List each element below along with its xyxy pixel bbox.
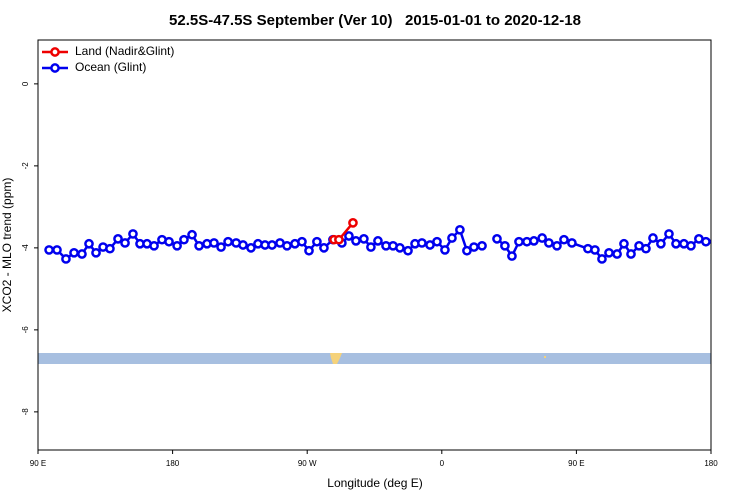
point — [267, 240, 277, 250]
point — [604, 247, 614, 258]
series — [44, 224, 711, 264]
point — [597, 254, 607, 264]
point — [462, 245, 472, 256]
point — [209, 238, 219, 248]
point — [366, 242, 376, 252]
legend-marker — [50, 63, 60, 73]
point — [648, 233, 658, 243]
legend-label: Ocean (Glint) — [75, 60, 146, 74]
point — [105, 243, 115, 254]
point — [344, 231, 354, 241]
point — [403, 245, 413, 256]
point — [128, 229, 138, 239]
land-patch — [330, 353, 342, 364]
point — [537, 233, 548, 243]
point — [612, 249, 622, 259]
point — [619, 238, 629, 249]
point — [113, 234, 123, 244]
point — [626, 249, 636, 259]
legend-label: Land (Nadir&Glint) — [75, 44, 174, 58]
point — [395, 243, 405, 253]
x-tick-label: 180 — [704, 459, 718, 468]
point — [238, 240, 248, 250]
point — [686, 240, 696, 251]
legend-marker — [50, 47, 60, 57]
legend: Land (Nadir&Glint) Ocean (Glint) — [42, 44, 174, 74]
point — [440, 245, 450, 255]
point — [469, 242, 479, 252]
point — [69, 247, 79, 258]
point — [172, 240, 182, 251]
point — [447, 233, 457, 243]
x-tick-label: 90 E — [568, 459, 584, 468]
point — [77, 249, 87, 259]
x-axis-title: Longitude (deg E) — [327, 476, 422, 490]
point — [91, 247, 101, 258]
point — [282, 240, 292, 251]
point — [120, 238, 130, 248]
point — [559, 234, 569, 245]
point — [590, 245, 600, 255]
point — [216, 242, 226, 252]
point — [61, 254, 71, 264]
point — [514, 236, 524, 247]
chart-title: 52.5S-47.5S September (Ver 10) 2015-01-0… — [169, 12, 581, 29]
point — [297, 236, 307, 247]
point — [84, 238, 94, 249]
point — [223, 236, 233, 247]
x-tick-label: 90 W — [298, 459, 317, 468]
plot-frame — [37, 39, 712, 451]
point — [179, 234, 189, 245]
point — [432, 236, 442, 247]
point — [348, 218, 358, 228]
ocean-strip — [38, 353, 711, 364]
point — [319, 243, 329, 253]
point — [664, 229, 674, 239]
point — [304, 245, 314, 256]
y-tick-label: -2 — [21, 162, 30, 170]
point — [187, 229, 197, 240]
point — [334, 234, 344, 245]
point — [500, 240, 510, 251]
series — [329, 218, 358, 245]
x-tick-label: 180 — [166, 459, 180, 468]
point — [529, 236, 539, 246]
map-strip — [38, 353, 711, 364]
point — [246, 243, 256, 253]
point — [701, 236, 711, 247]
point — [671, 238, 681, 249]
y-axis-title: XCO2 - MLO trend (ppm) — [0, 178, 14, 313]
point — [351, 236, 361, 246]
point — [52, 245, 62, 255]
x-tick-label: 0 — [440, 459, 445, 468]
y-tick-label: -4 — [21, 244, 30, 252]
point — [477, 240, 487, 251]
point — [194, 240, 204, 251]
point — [507, 251, 517, 261]
point — [544, 238, 554, 248]
point — [641, 243, 651, 254]
x-tick-label: 90 E — [30, 459, 46, 468]
point — [312, 236, 322, 247]
point — [492, 234, 502, 244]
point — [149, 240, 159, 251]
y-tick-label: 0 — [21, 81, 30, 86]
y-tick-label: -8 — [21, 408, 30, 416]
point — [656, 238, 666, 249]
land-patch — [544, 356, 546, 358]
point — [373, 236, 383, 246]
point — [455, 224, 465, 235]
point — [359, 234, 369, 244]
point — [417, 238, 427, 248]
point — [44, 245, 54, 255]
point — [552, 240, 562, 251]
y-tick-label: -6 — [21, 326, 30, 334]
point — [567, 238, 577, 248]
point — [164, 236, 174, 247]
